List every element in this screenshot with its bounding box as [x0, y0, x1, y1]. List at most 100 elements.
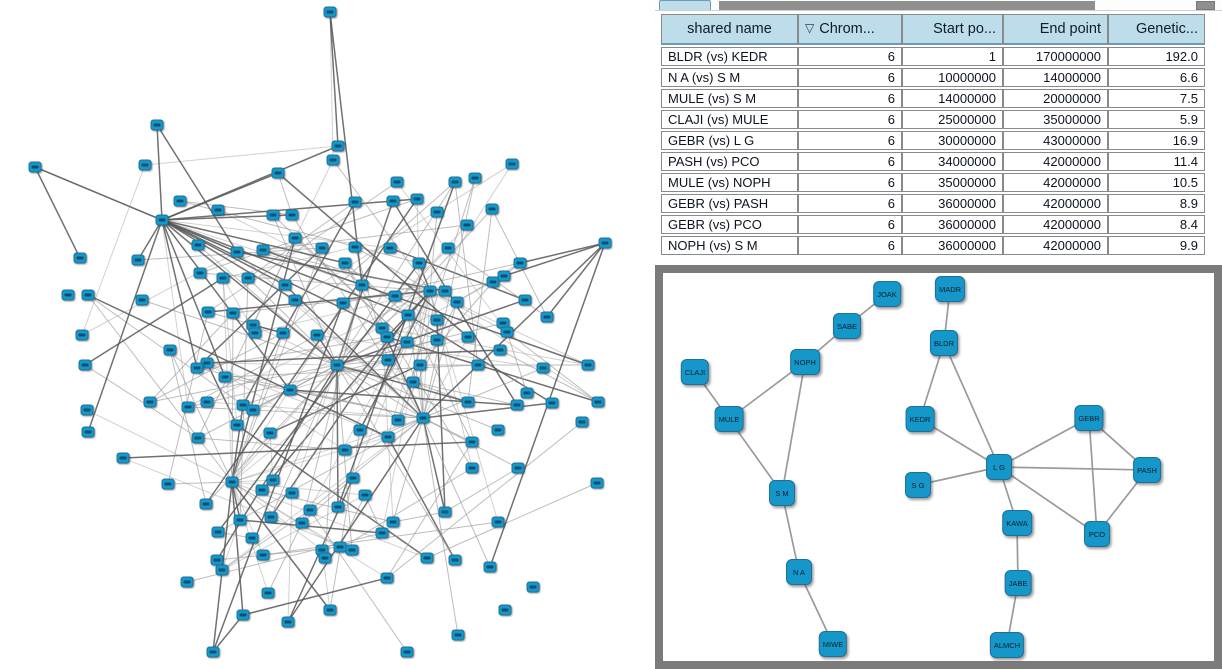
- network-node[interactable]: [285, 209, 299, 221]
- network-node[interactable]: [199, 498, 213, 510]
- network-node[interactable]: [225, 476, 239, 488]
- table-row[interactable]: PASH (vs) PCO 6 34000000 42000000 11.4: [661, 152, 1205, 171]
- network-node[interactable]: [78, 359, 92, 371]
- network-edge[interactable]: [87, 294, 389, 438]
- network-node[interactable]: [345, 544, 359, 556]
- network-edge[interactable]: [212, 614, 244, 653]
- network-edge[interactable]: [336, 364, 456, 561]
- network-node-almch[interactable]: ALMCH: [989, 632, 1025, 658]
- large-network-edges-canvas[interactable]: [0, 0, 652, 669]
- table-cell[interactable]: 6: [798, 47, 902, 66]
- network-node[interactable]: [256, 244, 270, 256]
- network-node[interactable]: [438, 506, 452, 518]
- table-cell[interactable]: 6: [798, 131, 902, 150]
- network-node[interactable]: [80, 404, 94, 416]
- network-node[interactable]: [461, 396, 475, 408]
- network-node-bldr[interactable]: BLDR: [929, 330, 959, 356]
- network-edge[interactable]: [161, 219, 226, 378]
- network-node[interactable]: [400, 646, 414, 658]
- large-network-panel[interactable]: [0, 0, 652, 669]
- network-edge[interactable]: [354, 246, 431, 292]
- network-node[interactable]: [135, 294, 149, 306]
- network-edge[interactable]: [329, 11, 339, 147]
- network-edge[interactable]: [499, 349, 599, 403]
- network-node[interactable]: [218, 371, 232, 383]
- network-node[interactable]: [283, 384, 297, 396]
- table-cell[interactable]: 5.9: [1108, 110, 1205, 129]
- network-edge[interactable]: [422, 367, 544, 419]
- network-edge[interactable]: [289, 389, 518, 406]
- network-edge[interactable]: [137, 219, 163, 261]
- table-cell[interactable]: GEBR (vs) PASH: [661, 194, 798, 213]
- network-node[interactable]: [526, 581, 540, 593]
- network-node-pco[interactable]: PCO: [1084, 521, 1110, 547]
- network-node[interactable]: [211, 204, 225, 216]
- network-node[interactable]: [191, 432, 205, 444]
- network-node[interactable]: [390, 176, 404, 188]
- network-edge[interactable]: [386, 336, 599, 403]
- network-edge[interactable]: [422, 417, 459, 636]
- network-edge[interactable]: [187, 359, 389, 408]
- table-cell[interactable]: 43000000: [1003, 131, 1108, 150]
- network-edge[interactable]: [422, 290, 431, 419]
- table-row[interactable]: MULE (vs) S M 6 14000000 20000000 7.5: [661, 89, 1205, 108]
- network-edge[interactable]: [426, 482, 598, 559]
- network-edge[interactable]: [329, 11, 363, 286]
- network-edge[interactable]: [262, 521, 499, 556]
- network-node[interactable]: [116, 452, 130, 464]
- network-edge[interactable]: [546, 242, 606, 318]
- network-edge[interactable]: [506, 331, 528, 394]
- network-edge[interactable]: [287, 417, 424, 623]
- network-edge[interactable]: [272, 214, 338, 366]
- network-node[interactable]: [471, 359, 485, 371]
- network-edge[interactable]: [269, 364, 421, 434]
- network-node[interactable]: [430, 206, 444, 218]
- network-edge[interactable]: [231, 364, 338, 483]
- table-row[interactable]: NOPH (vs) S M 6 36000000 42000000 9.9: [661, 236, 1205, 255]
- table-cell[interactable]: 34000000: [902, 152, 1003, 171]
- network-node[interactable]: [483, 561, 497, 573]
- network-node[interactable]: [276, 327, 290, 339]
- network-node[interactable]: [355, 279, 369, 291]
- network-node[interactable]: [338, 444, 352, 456]
- network-node[interactable]: [511, 462, 525, 474]
- table-cell[interactable]: 11.4: [1108, 152, 1205, 171]
- network-node[interactable]: [413, 359, 427, 371]
- network-edge[interactable]: [381, 208, 493, 329]
- network-edge[interactable]: [206, 362, 338, 366]
- network-node[interactable]: [513, 257, 527, 269]
- network-edge[interactable]: [87, 219, 163, 433]
- table-cell[interactable]: 192.0: [1108, 47, 1205, 66]
- network-node[interactable]: [423, 285, 437, 297]
- table-cell[interactable]: 42000000: [1003, 152, 1108, 171]
- network-node-l-g[interactable]: L G: [986, 454, 1012, 480]
- network-node[interactable]: [380, 331, 394, 343]
- network-edge[interactable]: [396, 181, 508, 333]
- network-node[interactable]: [590, 477, 604, 489]
- table-cell[interactable]: MULE (vs) NOPH: [661, 173, 798, 192]
- network-edge[interactable]: [231, 247, 323, 483]
- network-edge[interactable]: [301, 290, 431, 524]
- network-node-madr[interactable]: MADR: [934, 276, 966, 302]
- network-node[interactable]: [190, 362, 204, 374]
- network-edge[interactable]: [262, 224, 468, 251]
- network-node[interactable]: [416, 412, 430, 424]
- network-edge[interactable]: [34, 166, 163, 221]
- network-edge[interactable]: [422, 177, 476, 419]
- table-cell[interactable]: 9.9: [1108, 236, 1205, 255]
- network-edge[interactable]: [422, 417, 446, 513]
- network-node[interactable]: [288, 232, 302, 244]
- network-node-noph[interactable]: NOPH: [790, 349, 820, 375]
- table-cell[interactable]: GEBR (vs) PCO: [661, 215, 798, 234]
- network-edge[interactable]: [336, 364, 339, 508]
- network-edge[interactable]: [161, 219, 291, 391]
- network-node[interactable]: [155, 214, 169, 226]
- network-edge[interactable]: [324, 364, 338, 559]
- network-node[interactable]: [498, 604, 512, 616]
- network-edge[interactable]: [267, 522, 303, 594]
- network-edge[interactable]: [506, 331, 599, 403]
- network-node[interactable]: [271, 167, 285, 179]
- network-node[interactable]: [598, 237, 612, 249]
- network-node-jabe[interactable]: JABE: [1004, 570, 1032, 596]
- network-edge[interactable]: [444, 281, 494, 292]
